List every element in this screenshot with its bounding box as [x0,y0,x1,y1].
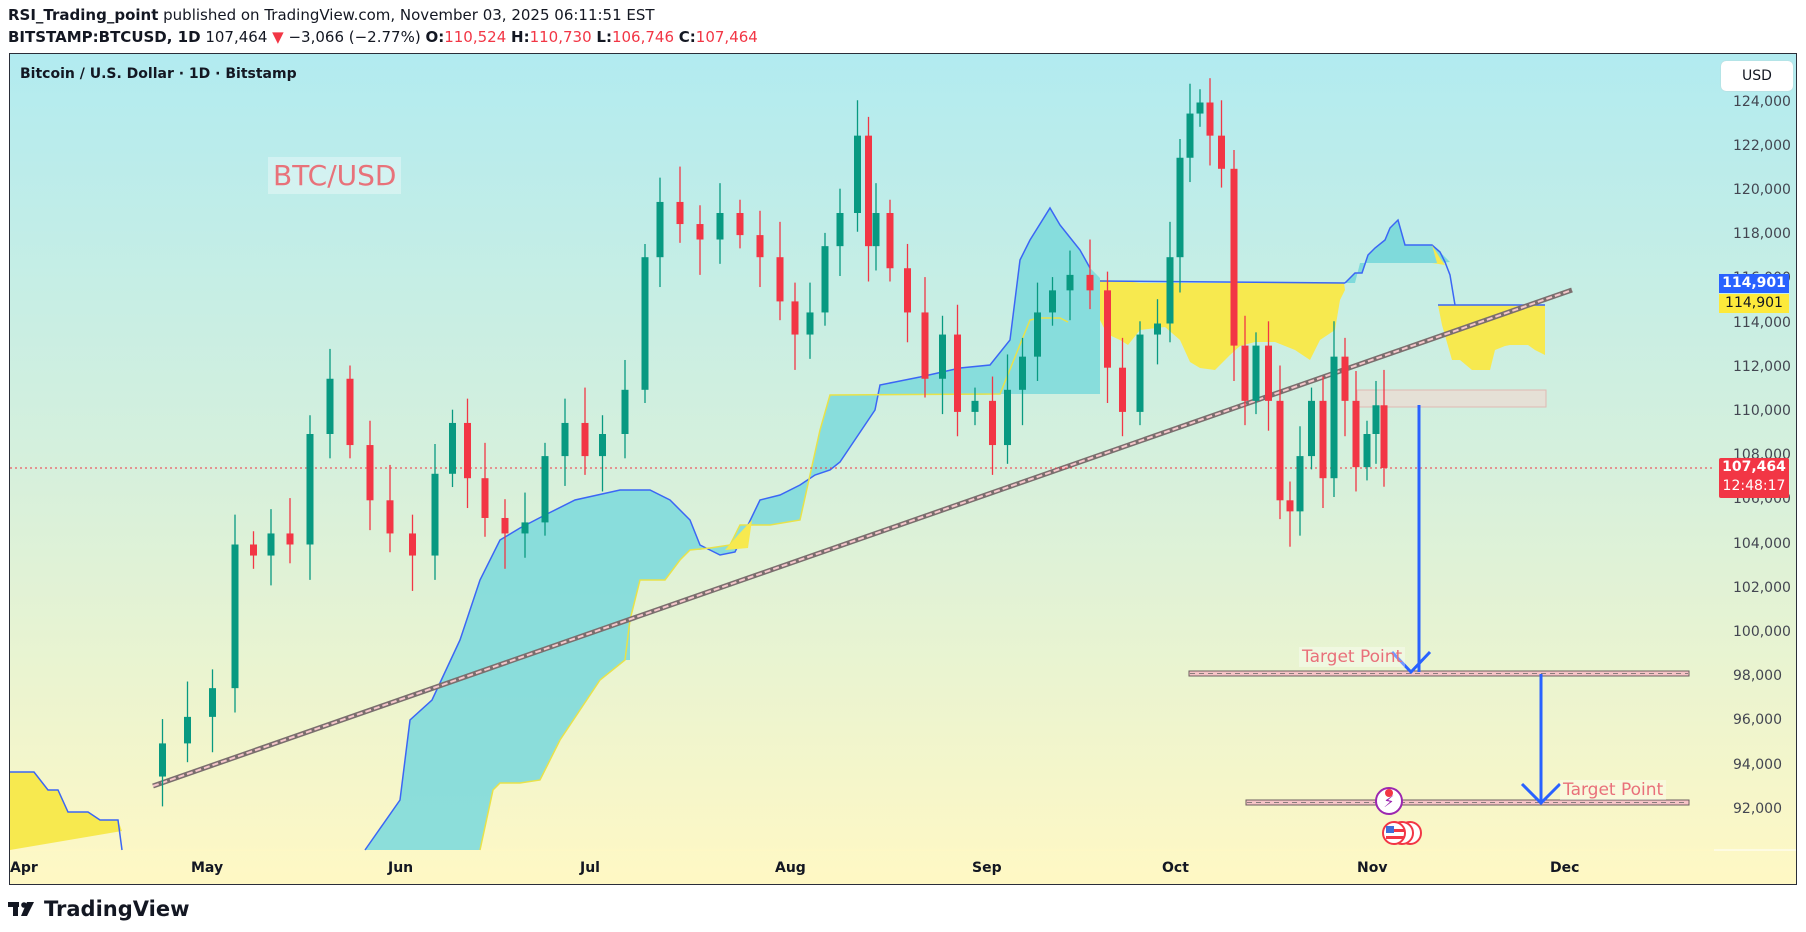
time-tick-label: Jun [388,860,414,876]
high-value: 110,730 [529,28,592,46]
down-arrow-2[interactable] [1520,674,1562,806]
time-tick-label: Dec [1550,860,1580,876]
candlesticks [159,78,1388,807]
low-label: L: [596,28,612,46]
down-arrow-1[interactable] [1390,405,1432,675]
time-tick-label: May [191,860,224,876]
brand-name: TradingView [44,897,190,921]
target-line-2[interactable] [1245,799,1690,806]
price-tick-label: 110,000 [1733,402,1791,419]
currency-button[interactable]: USD [1721,61,1793,91]
chart-legend-title: Bitcoin / U.S. Dollar · 1D · Bitstamp [20,66,297,82]
current-price-tag: 107,464 12:48:17 [1719,458,1789,498]
author-name[interactable]: RSI_Trading_point [8,6,159,24]
tradingview-logo[interactable]: TradingView [8,897,189,921]
price-tick-label: 118,000 [1733,226,1791,243]
price-tag-cloud-yellow: 114,901 [1719,294,1789,313]
time-tick-label: Apr [10,860,38,876]
price-tick-label: 112,000 [1733,358,1791,375]
symbol-name: BITSTAMP:BTCUSD, 1D [8,28,201,46]
time-tick-label: Sep [972,860,1002,876]
price-tick-label: 114,000 [1733,314,1791,331]
time-tick-label: Aug [775,860,806,876]
bar-countdown: 12:48:17 [1722,478,1786,494]
down-arrow-icon: ▼ [272,28,284,46]
close-label: C: [678,28,696,46]
time-tick-label: Nov [1357,860,1388,876]
price-tick-label: 122,000 [1733,137,1791,154]
chart-frame[interactable] [9,53,1797,885]
time-tick-label: Oct [1162,860,1189,876]
symbol-info: BITSTAMP:BTCUSD, 1D 107,464 ▼ −3,066 (−2… [8,28,758,46]
open-label: O: [425,28,445,46]
ichimoku-cloud [10,206,1545,851]
last-price: 107,464 [205,28,268,46]
low-value: 106,746 [611,28,674,46]
time-tick-label: Jul [580,860,600,876]
target-point-label-1[interactable]: Target Point [1299,647,1406,667]
svg-text:⚡: ⚡ [1383,792,1394,811]
publish-info: RSI_Trading_point published on TradingVi… [8,6,655,24]
price-tick-label: 120,000 [1733,181,1791,198]
price-tick-label: 94,000 [1733,756,1782,773]
price-change: −3,066 (−2.77%) [288,28,421,46]
price-tick-label: 104,000 [1733,535,1791,552]
price-tick-label: 98,000 [1733,668,1782,685]
target-line-1[interactable] [1188,670,1690,677]
price-tag-cloud-blue: 114,901 [1719,274,1789,293]
price-tick-label: 96,000 [1733,712,1782,729]
price-tick-label: 92,000 [1733,800,1782,817]
resistance-box[interactable] [1356,389,1547,408]
high-label: H: [511,28,530,46]
btc-usd-watermark-label[interactable]: BTC/USD [268,157,402,194]
current-price-value: 107,464 [1722,459,1786,475]
price-tick-label: 100,000 [1733,623,1791,640]
earnings-event-icon[interactable]: ⚡ [1375,787,1403,815]
tradingview-logo-icon [8,902,34,916]
target-point-label-2[interactable]: Target Point [1560,780,1667,800]
price-tick-label: 124,000 [1733,93,1791,110]
us-economic-events-icon[interactable] [1382,821,1422,845]
price-tick-label: 102,000 [1733,579,1791,596]
close-value: 107,464 [695,28,758,46]
open-value: 110,524 [444,28,507,46]
publish-text: published on TradingView.com, November 0… [158,6,655,24]
